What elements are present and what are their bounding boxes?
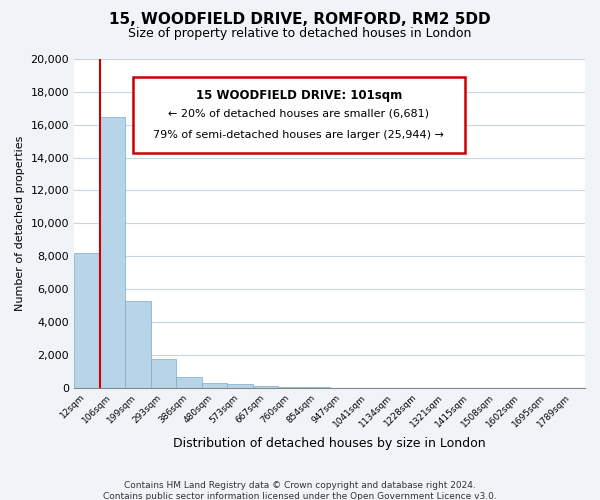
- Bar: [202, 382, 227, 388]
- Bar: [151, 359, 176, 388]
- Bar: [278, 387, 304, 388]
- Bar: [176, 377, 202, 388]
- Bar: [227, 384, 253, 388]
- FancyBboxPatch shape: [133, 77, 465, 152]
- Text: Contains public sector information licensed under the Open Government Licence v3: Contains public sector information licen…: [103, 492, 497, 500]
- Bar: [304, 387, 329, 388]
- Text: Size of property relative to detached houses in London: Size of property relative to detached ho…: [128, 28, 472, 40]
- Bar: [74, 253, 100, 388]
- Y-axis label: Number of detached properties: Number of detached properties: [15, 136, 25, 311]
- Bar: [253, 386, 278, 388]
- Text: 79% of semi-detached houses are larger (25,944) →: 79% of semi-detached houses are larger (…: [154, 130, 445, 140]
- Text: 15, WOODFIELD DRIVE, ROMFORD, RM2 5DD: 15, WOODFIELD DRIVE, ROMFORD, RM2 5DD: [109, 12, 491, 28]
- Bar: [125, 300, 151, 388]
- Text: 15 WOODFIELD DRIVE: 101sqm: 15 WOODFIELD DRIVE: 101sqm: [196, 88, 402, 102]
- Text: ← 20% of detached houses are smaller (6,681): ← 20% of detached houses are smaller (6,…: [169, 108, 430, 118]
- Text: Contains HM Land Registry data © Crown copyright and database right 2024.: Contains HM Land Registry data © Crown c…: [124, 481, 476, 490]
- X-axis label: Distribution of detached houses by size in London: Distribution of detached houses by size …: [173, 437, 486, 450]
- Bar: [100, 116, 125, 388]
